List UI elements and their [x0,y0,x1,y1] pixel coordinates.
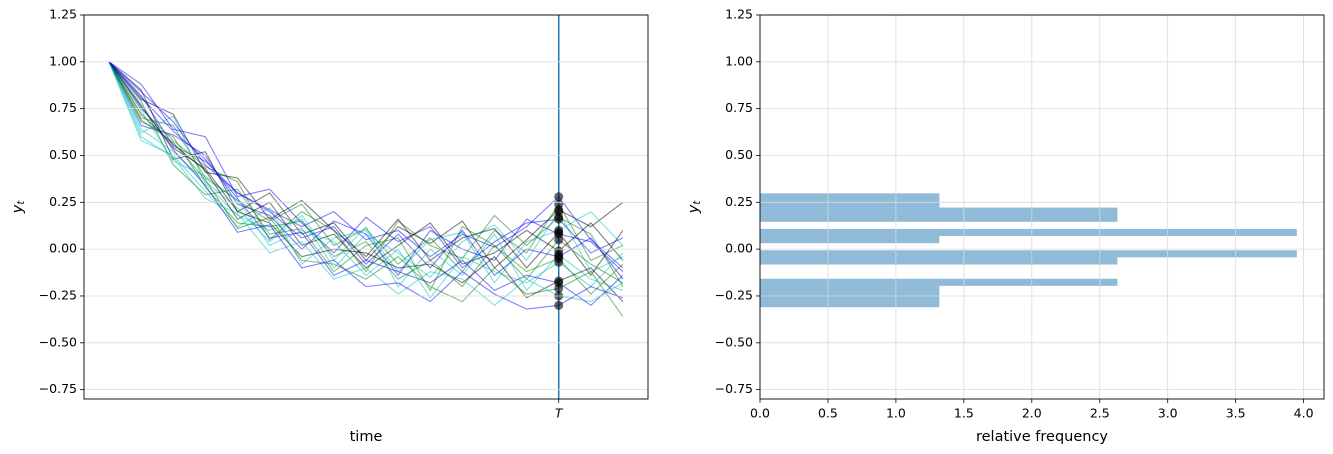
x-tick-label: 0.5 [818,406,838,421]
x-tick-label: 3.0 [1158,406,1178,421]
x-tick-label: 1.0 [886,406,906,421]
series-line [108,61,624,269]
plot-area [760,193,1297,308]
y-tick-label: −0.75 [39,381,77,396]
hist-bar [760,285,940,293]
y-tick-label: 0.00 [49,241,77,256]
y-tick-label: 1.00 [725,53,753,68]
series-line [108,61,624,302]
y-tick-label: −0.25 [715,287,753,302]
y-tick-label: −0.25 [39,287,77,302]
series-line [108,61,624,299]
point [554,257,564,267]
x-tick-label: T [555,406,564,421]
y-tick-label: 0.00 [725,241,753,256]
series-line [108,61,624,269]
series-line [108,61,624,295]
hist-bar [760,236,940,244]
x-axis-label: relative frequency [976,429,1108,445]
y-tick-label: −0.50 [715,334,753,349]
x-tick-label: 3.5 [1226,406,1246,421]
y-axis-label: yt [686,200,703,215]
hist-bar [760,292,940,301]
point [554,214,564,224]
y-tick-label: 0.75 [49,100,77,115]
series-line [108,61,624,284]
hist-bar [760,250,1297,258]
series-line [108,61,624,307]
plot-area [108,15,624,399]
hist-bar [760,228,1297,237]
x-tick-label: 0.0 [750,406,770,421]
y-tick-label: 1.00 [49,53,77,68]
x-tick-label: 2.0 [1022,406,1042,421]
x-tick-label: 1.5 [954,406,974,421]
y-tick-label: 0.75 [725,100,753,115]
y-tick-label: 0.25 [725,194,753,209]
y-tick-label: 1.25 [725,7,753,22]
y-tick-label: −0.75 [715,381,753,396]
series-line [108,61,624,317]
hist-bar [760,278,1118,286]
axes-frame [759,14,1325,400]
x-tick-label: 2.5 [1090,406,1110,421]
hist-bar [760,193,940,201]
y-tick-label: −0.50 [39,334,77,349]
y-tick-label: 1.25 [49,7,77,22]
series-line [108,61,624,277]
hist-bar [760,257,1118,265]
hist-bar [760,214,1118,222]
series-line [108,61,624,307]
series-line [108,61,624,310]
series-line [108,61,624,292]
point [554,300,564,310]
y-tick-label: 0.50 [49,147,77,162]
series-line [108,61,624,287]
point [554,283,564,293]
y-tick-label: 0.25 [49,194,77,209]
point [554,235,564,245]
hist-bar [760,207,1118,215]
point [554,192,564,202]
x-axis-label: time [350,429,383,445]
series-line [108,61,624,277]
y-tick-label: 0.50 [725,147,753,162]
x-tick-label: 4.0 [1294,406,1314,421]
y-axis-label: yt [10,200,27,215]
axes-frame [83,14,649,400]
hist-bar [760,300,940,308]
hist-bar [760,200,940,208]
